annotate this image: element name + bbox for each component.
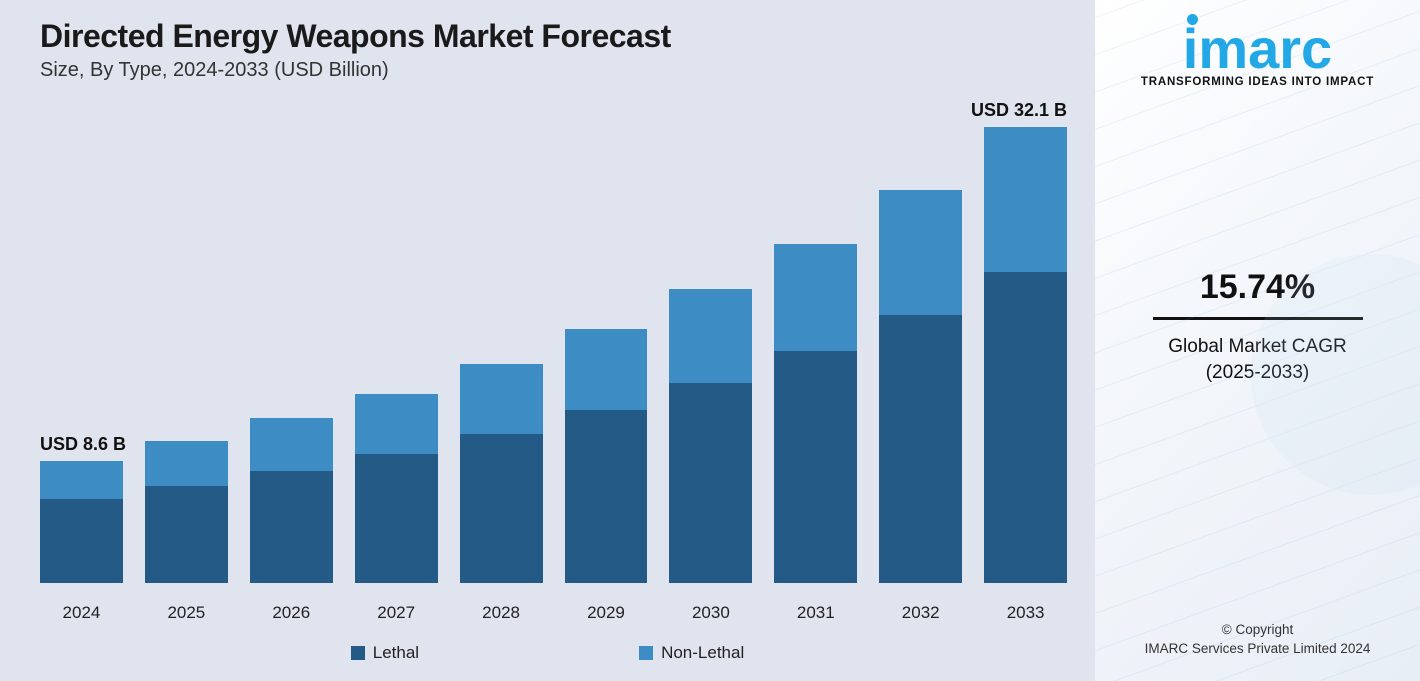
legend-label: Lethal <box>373 643 419 663</box>
x-axis-tick: 2026 <box>250 603 333 623</box>
x-axis-tick: 2028 <box>460 603 543 623</box>
legend-swatch-icon <box>639 646 653 660</box>
brand-logo: imarc TRANSFORMING IDEAS INTO IMPACT <box>1141 24 1374 88</box>
copyright-line1: © Copyright <box>1222 622 1293 637</box>
x-axis-tick: 2032 <box>879 603 962 623</box>
cagr-block: 15.74% Global Market CAGR (2025-2033) <box>1153 268 1363 385</box>
bar-column <box>355 100 438 583</box>
bar-segment-lethal <box>879 315 962 583</box>
copyright: © Copyright IMARC Services Private Limit… <box>1095 621 1420 659</box>
bar-segment-non-lethal <box>145 441 228 486</box>
legend-swatch-icon <box>351 646 365 660</box>
bar-column <box>669 100 752 583</box>
bar-callout: USD 32.1 B <box>971 100 1067 121</box>
chart-panel: Directed Energy Weapons Market Forecast … <box>0 0 1095 681</box>
cagr-label-line2: (2025-2033) <box>1206 362 1310 383</box>
bar-segment-lethal <box>565 410 648 583</box>
legend-item: Non-Lethal <box>639 643 744 663</box>
bar-column: USD 32.1 B <box>984 100 1067 583</box>
bar-segment-non-lethal <box>984 127 1067 272</box>
bar-column: USD 8.6 B <box>40 100 123 583</box>
legend-label: Non-Lethal <box>661 643 744 663</box>
bar-column <box>565 100 648 583</box>
bar-segment-lethal <box>145 486 228 583</box>
bar-column <box>879 100 962 583</box>
bar-column <box>145 100 228 583</box>
bar-segment-lethal <box>40 499 123 583</box>
chart-title: Directed Energy Weapons Market Forecast <box>40 18 1067 55</box>
cagr-divider <box>1153 317 1363 320</box>
brand-logo-text: imarc <box>1183 24 1332 74</box>
chart-subtitle: Size, By Type, 2024-2033 (USD Billion) <box>40 59 1067 82</box>
bar-segment-non-lethal <box>669 289 752 383</box>
legend: Lethal Non-Lethal <box>0 643 1095 663</box>
bar-segment-lethal <box>984 272 1067 583</box>
bar-column <box>774 100 857 583</box>
bar-segment-non-lethal <box>774 244 857 352</box>
legend-item: Lethal <box>351 643 419 663</box>
brand-logo-dot-icon <box>1187 14 1198 25</box>
x-axis-tick: 2033 <box>984 603 1067 623</box>
bar-segment-non-lethal <box>40 461 123 499</box>
x-axis-tick: 2025 <box>145 603 228 623</box>
bar-segment-lethal <box>669 383 752 583</box>
x-axis-tick: 2030 <box>669 603 752 623</box>
x-axis-tick: 2027 <box>355 603 438 623</box>
side-panel: imarc TRANSFORMING IDEAS INTO IMPACT 15.… <box>1095 0 1420 681</box>
cagr-label: Global Market CAGR (2025-2033) <box>1153 334 1363 385</box>
bar-segment-lethal <box>355 454 438 583</box>
bar-segment-non-lethal <box>460 364 543 434</box>
x-axis: 2024 2025 2026 2027 2028 2029 2030 2031 2032 2033 <box>40 603 1067 623</box>
bar-callout: USD 8.6 B <box>40 434 126 455</box>
cagr-value: 15.74% <box>1153 268 1363 307</box>
plot-area: USD 8.6 B USD 32.1 B <box>40 100 1067 583</box>
x-axis-tick: 2024 <box>40 603 123 623</box>
bar-segment-lethal <box>460 434 543 583</box>
bar-segment-non-lethal <box>355 394 438 454</box>
bar-column <box>250 100 333 583</box>
bar-segment-lethal <box>774 351 857 583</box>
x-axis-tick: 2031 <box>774 603 857 623</box>
bar-segment-non-lethal <box>565 329 648 410</box>
x-axis-tick: 2029 <box>565 603 648 623</box>
copyright-line2: IMARC Services Private Limited 2024 <box>1145 641 1371 656</box>
bar-segment-non-lethal <box>879 190 962 315</box>
bar-segment-non-lethal <box>250 418 333 471</box>
cagr-label-line1: Global Market CAGR <box>1168 336 1346 357</box>
bar-segment-lethal <box>250 471 333 583</box>
bar-column <box>460 100 543 583</box>
